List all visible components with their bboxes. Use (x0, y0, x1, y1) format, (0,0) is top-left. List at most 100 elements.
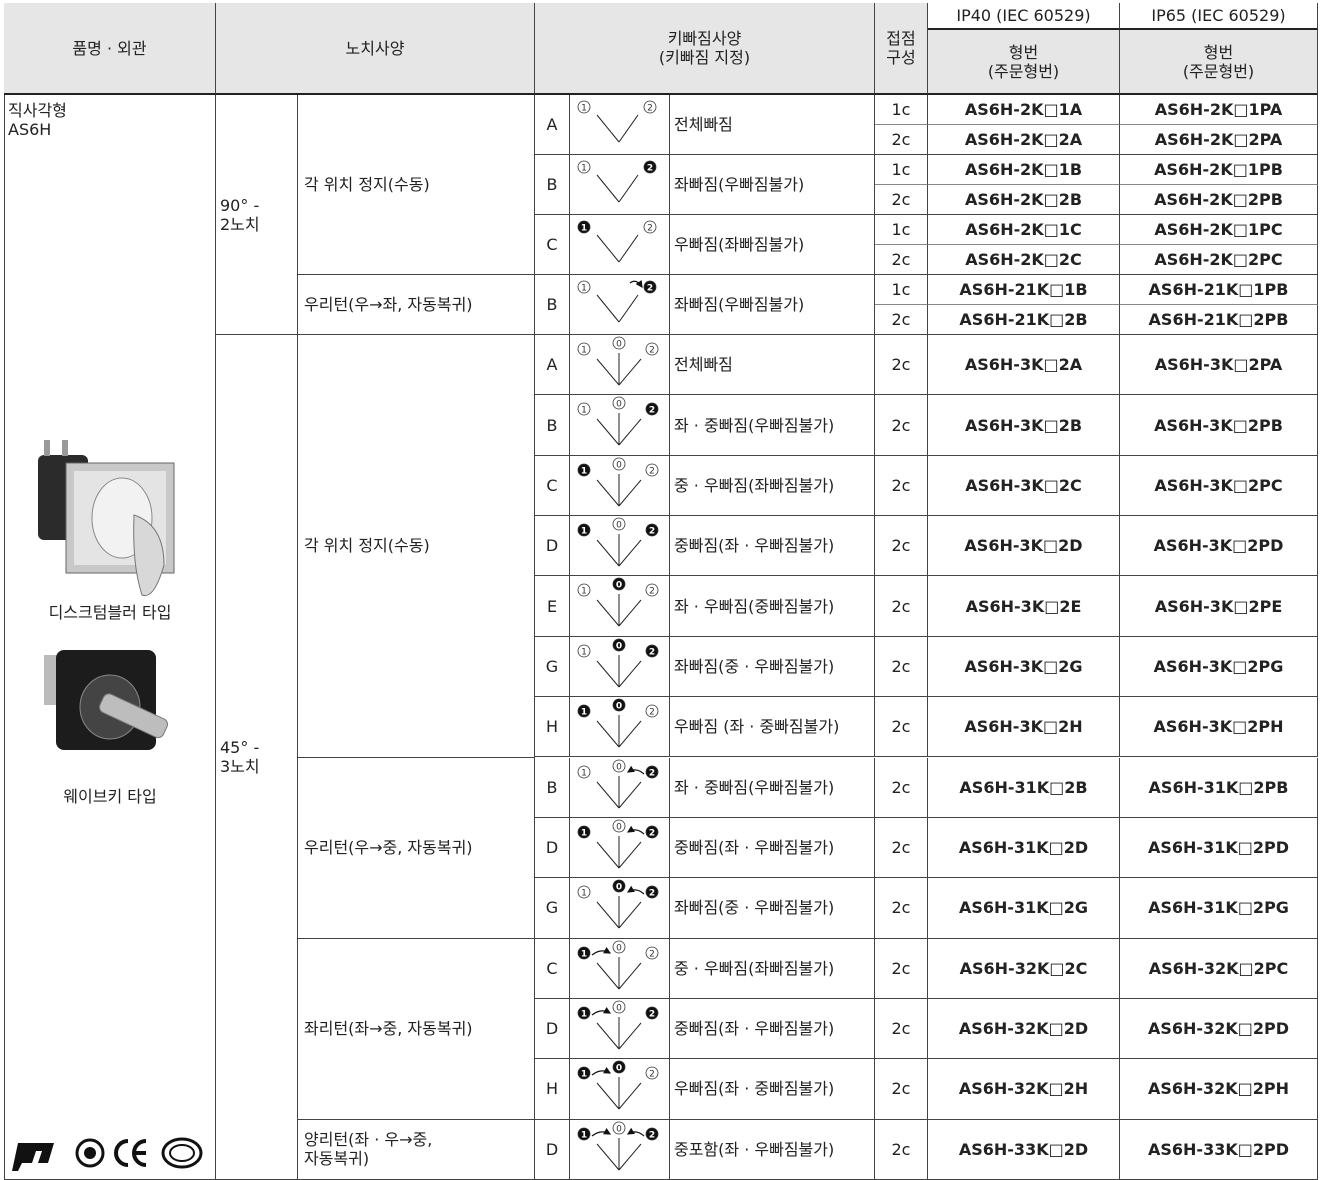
position-label: 0 (616, 521, 622, 531)
position-label: 1 (581, 708, 587, 718)
ip65-model: AS6H-21K□1PB (1120, 275, 1318, 305)
position-label: 1 (581, 889, 587, 899)
contact-text: 2c (891, 1079, 911, 1099)
key-letter: D (535, 1119, 570, 1180)
ip40-model-text: AS6H-2K□2A (964, 130, 1083, 149)
position-label: 1 (581, 828, 587, 838)
key-letter-text: G (545, 656, 559, 676)
contact: 2c (875, 395, 928, 456)
ip40-model: AS6H-3K□2H (928, 697, 1120, 758)
contact: 2c (875, 1119, 928, 1180)
ip40-model-text: AS6H-32K□2C (959, 958, 1088, 978)
diagram-part (577, 644, 591, 658)
diagram-part (577, 1127, 591, 1141)
key-desc: 좌빠짐(우빠짐불가) (670, 275, 875, 335)
diagram-part (618, 962, 642, 989)
notch-label-text: 우리턴(우→중, 자동복귀) (304, 838, 473, 858)
diagram-part (591, 1006, 612, 1016)
key-desc-text: 우빠짐(좌 · 중빠짐불가) (674, 1079, 835, 1099)
diagram-part (629, 280, 643, 288)
key-diagram-cell (570, 155, 670, 215)
key-desc: 중빠짐(좌 · 우빠짐불가) (670, 516, 875, 577)
key-desc-text: 좌빠짐(중 · 우빠짐불가) (674, 656, 835, 676)
header-ip40: IP40 (IEC 60529) (928, 3, 1120, 30)
ip65-model-text: AS6H-33K□2PD (1148, 1139, 1289, 1159)
angle-text: 3노치 (220, 757, 260, 776)
diagram-part (645, 523, 659, 537)
ip65-model: AS6H-31K□2PG (1120, 878, 1318, 939)
key-diagram: 1 0 2 (577, 879, 659, 929)
key-diagram: 1 0 2 (577, 336, 659, 386)
diagram-part (618, 1022, 642, 1050)
contact-text: 2c (891, 838, 911, 858)
key-desc-text: 우빠짐 (좌 · 중빠짐불가) (674, 717, 840, 737)
key-letter-text: A (546, 115, 558, 134)
ip40-model: AS6H-2K□1A (928, 95, 1120, 125)
ip65-model-text: AS6H-3K□2PG (1153, 656, 1284, 676)
diagram-part (577, 523, 591, 537)
ip65-model: AS6H-2K□1PA (1120, 95, 1318, 125)
diagram-part (645, 1006, 659, 1020)
diagram-part (618, 294, 639, 323)
notch-label-text: 각 위치 정지(수동) (304, 175, 430, 194)
ip40-model-text: AS6H-21K□2B (959, 310, 1088, 329)
diagram-part (618, 539, 642, 567)
position-label: 0 (616, 943, 622, 953)
angle-text: 45° - (220, 738, 260, 757)
key-diagram-cell (570, 998, 670, 1060)
position-label: 0 (616, 400, 622, 410)
contact: 1c (875, 215, 928, 245)
key-letter-text: H (545, 1079, 559, 1099)
ip65-model: AS6H-2K□1PC (1120, 215, 1318, 245)
contact: 1c (875, 155, 928, 185)
diagram-part (596, 114, 620, 143)
ip65-model-text: AS6H-31K□2PB (1148, 777, 1289, 797)
diagram-part (618, 358, 642, 386)
ip40-model-text: AS6H-2K□2C (965, 250, 1082, 269)
ip65-model: AS6H-31K□2PB (1120, 757, 1318, 818)
key-letter: C (535, 938, 570, 999)
key-letter: B (535, 395, 570, 456)
position-label: 0 (616, 822, 622, 832)
header-contact-text: 접점 (886, 29, 916, 48)
diagram-part (596, 1082, 620, 1110)
key-letter-text: C (546, 958, 558, 978)
ip40-model-text: AS6H-2K□1B (964, 160, 1083, 179)
diagram-part (618, 114, 639, 143)
key-letter: B (535, 275, 570, 335)
key-diagram-cell (570, 636, 670, 698)
position-label: 1 (581, 647, 587, 657)
key-diagram: 1 0 2 (577, 940, 659, 989)
diagram-part (577, 280, 591, 294)
position-label: 0 (616, 460, 622, 470)
key-letter: D (535, 516, 570, 577)
diagram-part (645, 644, 659, 658)
key-diagram-cell (570, 215, 670, 275)
diagram-part (577, 584, 591, 597)
position-label: 2 (649, 406, 655, 416)
key-desc-text: 중 · 우빠짐(좌빠짐불가) (674, 958, 835, 978)
ip65-model: AS6H-3K□2PG (1120, 636, 1318, 698)
contact: 2c (875, 817, 928, 879)
position-label: 0 (616, 581, 622, 591)
position-label: 1 (581, 406, 587, 416)
diagram-part (618, 1082, 642, 1110)
product-illustrations (12, 440, 203, 1171)
diagram-part (612, 879, 626, 893)
ip65-model-text: AS6H-2K□1PC (1154, 220, 1283, 239)
diagram-part (643, 280, 657, 294)
contact-text: 2c (891, 777, 911, 797)
diagram-part (577, 1066, 591, 1080)
key-diagram: 1 0 2 (577, 1000, 659, 1050)
ip40-model-text: AS6H-21K□1B (959, 280, 1088, 299)
key-letter-text: D (545, 838, 559, 858)
ip40-model: AS6H-21K□1B (928, 275, 1120, 305)
diagram-part (577, 100, 591, 114)
header-ip40-text: IP40 (IEC 60529) (956, 6, 1091, 25)
key-desc-text: 중 · 우빠짐(좌빠짐불가) (674, 475, 835, 495)
key-diagram-cell (570, 275, 670, 335)
key-desc-text: 좌빠짐(우빠짐불가) (674, 295, 805, 314)
contact-text: 1c (891, 100, 911, 119)
key-diagram-cell (570, 516, 670, 577)
